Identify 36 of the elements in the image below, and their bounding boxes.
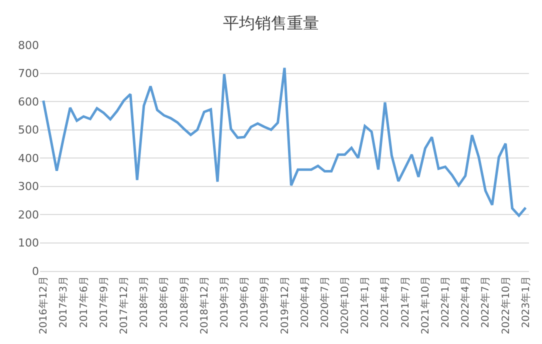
x-tick-label: 2022年1月 <box>440 276 452 328</box>
y-tick-label: 700 <box>18 67 39 80</box>
y-tick-label: 600 <box>18 95 39 108</box>
x-tick-label: 2019年12月 <box>278 276 291 334</box>
y-tick-label: 200 <box>18 208 39 222</box>
y-tick-label: 500 <box>18 124 39 137</box>
x-tick-label: 2017年6月 <box>78 276 90 328</box>
x-tick-label: 2019年3月 <box>218 276 230 328</box>
y-tick-label: 300 <box>18 180 39 194</box>
x-tick-label: 2021年10月 <box>419 276 432 334</box>
x-tick-label: 2021年7月 <box>399 276 412 328</box>
x-tick-label: 2017年9月 <box>98 276 110 328</box>
x-tick-label: 2020年4月 <box>298 276 311 328</box>
x-tick-label: 2022年7月 <box>480 276 492 328</box>
y-tick-label: 100 <box>18 236 39 250</box>
x-tick-label: 2017年3月 <box>58 276 70 328</box>
x-tick-label: 2021年4月 <box>379 276 392 328</box>
y-tick-label: 800 <box>18 38 39 52</box>
x-tick-label: 2017年12月 <box>118 276 130 334</box>
x-tick-label: 2022年10月 <box>500 276 512 334</box>
x-tick-label: 2022年4月 <box>460 276 472 328</box>
x-tick-label: 2021年1月 <box>359 276 372 328</box>
x-tick-label: 2018年3月 <box>138 276 150 328</box>
x-tick-label: 2020年10月 <box>339 276 352 334</box>
x-tick-label: 2023年1月 <box>520 276 532 328</box>
y-tick-label: 400 <box>18 152 39 165</box>
x-tick-label: 2020年7月 <box>318 276 331 328</box>
x-tick-label: 2019年6月 <box>238 276 251 328</box>
chart-title: 平均销售重量 <box>223 13 319 32</box>
y-tick-label: 0 <box>32 264 39 278</box>
x-tick-label: 2018年12月 <box>198 276 210 334</box>
x-tick-label: 2019年9月 <box>258 276 271 328</box>
line-series <box>42 66 527 217</box>
x-tick-label: 2018年9月 <box>178 276 190 328</box>
x-tick-label: 2016年12月 <box>38 276 50 334</box>
x-tick-label: 2018年6月 <box>158 276 170 328</box>
